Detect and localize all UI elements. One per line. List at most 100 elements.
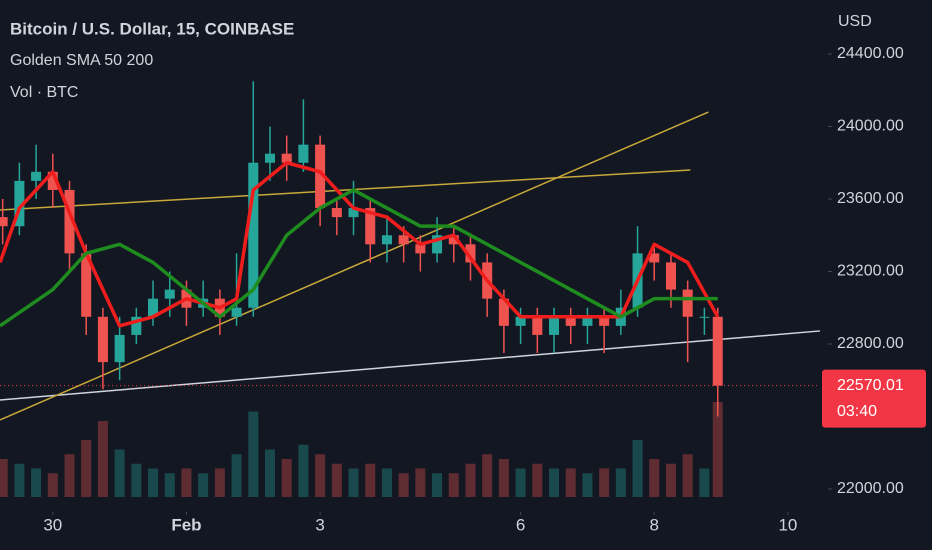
candle-body [398, 235, 409, 245]
volume-bar [64, 454, 75, 497]
moving-average-line [0, 161, 720, 328]
candle-body [64, 189, 75, 254]
volume-bar [532, 463, 543, 497]
candle-body [582, 316, 593, 326]
candle-body [665, 262, 676, 290]
x-tick-label: Feb [171, 515, 201, 534]
candle-body [599, 316, 610, 326]
candle-body [465, 244, 476, 263]
volume-bar [415, 468, 426, 497]
y-tick-label: 22800.00 [837, 335, 904, 352]
volume-bar [0, 459, 8, 497]
x-tick-label: 30 [43, 515, 62, 534]
candle-body [712, 316, 723, 386]
candle-body [331, 208, 342, 218]
candle-body [532, 316, 543, 335]
candle-body [14, 180, 25, 227]
volume-bar [712, 402, 723, 497]
volume-bar [214, 468, 225, 497]
volume-bar [381, 468, 392, 497]
candle-body [381, 235, 392, 245]
volume-bar [298, 444, 309, 497]
candle-body [131, 316, 142, 335]
volume-bar [649, 459, 660, 497]
volume-bar [398, 473, 409, 497]
volume-bar [264, 449, 276, 497]
candle-body [515, 316, 526, 326]
volume-bar [549, 468, 560, 497]
candle-body [248, 162, 259, 308]
candle-body [415, 244, 426, 254]
candle-body [264, 153, 276, 163]
volume-bar [47, 473, 58, 497]
volume-bar [231, 454, 242, 497]
volume-bar [448, 473, 459, 497]
volume-bar [432, 473, 443, 497]
volume-bar [498, 459, 509, 497]
volume-bar [515, 468, 526, 497]
trend-line [0, 330, 821, 401]
volume-bar [365, 463, 376, 497]
chart-title: Bitcoin / U.S. Dollar, 15, COINBASE [10, 19, 294, 38]
y-tick-label: 24400.00 [837, 45, 904, 62]
candle-body [97, 316, 108, 363]
candle-body [148, 298, 159, 317]
volume-bar [482, 454, 493, 497]
volume-bar [565, 468, 576, 497]
y-tick-label: 23200.00 [837, 263, 904, 280]
volume-bar [281, 459, 292, 497]
x-tick-label: 8 [650, 515, 659, 534]
volume-bar [699, 468, 710, 497]
volume-bar [198, 473, 209, 497]
volume-bar [315, 454, 326, 497]
candle-body [565, 316, 576, 326]
volume-bar [14, 463, 25, 497]
x-tick-label: 3 [315, 515, 324, 534]
candle-body [348, 208, 359, 218]
x-tick-label: 10 [778, 515, 797, 534]
candle-body [448, 235, 459, 245]
volume-bar [31, 468, 42, 497]
volume-bar [615, 468, 626, 497]
volume-bar [131, 463, 142, 497]
candle-body [0, 217, 8, 227]
indicator-label: Golden SMA 50 200 [10, 52, 153, 69]
plot [0, 81, 821, 497]
last-price-box [822, 369, 926, 428]
candle-body [114, 334, 125, 363]
volume-bar [632, 440, 643, 497]
volume-bar [164, 473, 175, 497]
candle-body [81, 253, 92, 317]
candle-body [315, 144, 326, 209]
candle-body [47, 171, 58, 190]
candle-body [699, 316, 710, 318]
candle-body [298, 144, 309, 163]
candle-body [365, 208, 376, 245]
volume-bar [682, 454, 693, 497]
axis-label: USD [838, 13, 872, 30]
x-tick-label: 6 [516, 515, 525, 534]
volume-bar [97, 421, 108, 497]
volume-bar [465, 463, 476, 497]
volume-bar [599, 468, 610, 497]
volume-bar [114, 449, 125, 497]
candle-body [649, 253, 660, 263]
candle-body [231, 307, 242, 317]
volume-bar [331, 463, 342, 497]
candle-body [164, 289, 175, 299]
candle-body [549, 316, 560, 335]
candle-body [682, 289, 693, 317]
volume-bar [81, 440, 92, 497]
candle-body [432, 235, 443, 254]
y-tick-label: 24000.00 [837, 118, 904, 135]
volume-bar [181, 468, 192, 497]
y-tick-label: 22000.00 [837, 480, 904, 497]
candle-body [281, 153, 292, 163]
volume-bar [665, 463, 676, 497]
volume-bar [582, 473, 593, 497]
y-tick-label: 23600.00 [837, 190, 904, 207]
volume-label: Vol · BTC [10, 84, 78, 101]
